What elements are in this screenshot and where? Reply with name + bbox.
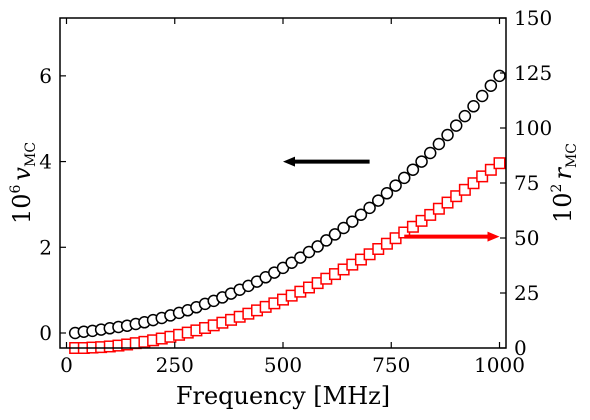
point-s0-32 [346, 215, 359, 228]
point-s0-27 [302, 245, 316, 259]
y-left-tick-label-0: 0 [39, 321, 52, 345]
annotations [283, 156, 500, 242]
x-tick-label-0: 0 [60, 353, 73, 377]
x-tick-label-2: 500 [264, 353, 302, 377]
y-right-tick-label-2: 50 [514, 226, 539, 250]
point-s1-43 [441, 196, 454, 209]
y-right-exp: 2 [549, 184, 565, 193]
y-right-tick-label-6: 150 [514, 6, 552, 30]
plot-marks [68, 69, 506, 354]
point-s0-29 [320, 234, 333, 247]
point-s0-37 [389, 179, 402, 192]
point-s0-48 [484, 79, 498, 92]
point-s1-48 [484, 163, 497, 176]
x-tick-label-4: 1000 [474, 353, 525, 377]
series-1 [69, 157, 506, 354]
x-tick-label-1: 250 [156, 353, 194, 377]
arrow-1 [404, 231, 500, 242]
point-s1-44 [450, 190, 463, 203]
y-axis-right-title: 102 rMC [549, 143, 580, 223]
arrow-head-0 [283, 156, 295, 167]
point-s0-33 [354, 208, 368, 221]
y-right-prefix: 10 [549, 192, 577, 223]
point-s0-35 [372, 194, 385, 207]
arrow-0 [283, 156, 370, 167]
y-right-var: r [549, 167, 577, 180]
point-s1-46 [467, 177, 480, 190]
point-s0-42 [432, 137, 446, 151]
point-s0-36 [380, 187, 394, 200]
point-s0-45 [458, 109, 472, 123]
y-left-tick-label-3: 6 [39, 64, 52, 88]
point-s1-49 [493, 157, 506, 170]
y-left-var: v [8, 167, 36, 181]
x-axis-title: Frequency [MHz] [176, 382, 390, 410]
point-s0-38 [397, 171, 411, 185]
y-left-tick-label-1: 2 [39, 235, 52, 259]
y-right-tick-label-4: 100 [514, 116, 552, 140]
point-s0-47 [475, 89, 489, 103]
series-0 [68, 69, 506, 340]
y-left-exp: 6 [8, 184, 24, 193]
point-s0-40 [415, 155, 428, 168]
point-s1-42 [432, 202, 445, 215]
y-right-tick-label-5: 125 [514, 61, 552, 85]
point-s0-30 [328, 228, 342, 241]
point-s0-34 [363, 201, 376, 215]
point-s0-26 [294, 251, 307, 264]
y-right-tick-label-0: 0 [514, 336, 527, 360]
point-s1-41 [424, 208, 437, 221]
point-s1-47 [476, 170, 489, 183]
arrow-head-1 [487, 231, 500, 242]
y-right-tick-label-1: 25 [514, 281, 539, 305]
x-tick-label-3: 750 [372, 353, 410, 377]
y-left-sub: MC [23, 142, 39, 167]
point-s0-46 [467, 100, 480, 113]
point-s0-39 [406, 163, 420, 176]
y-right-sub: MC [564, 143, 580, 168]
y-axis-left-title: 106 vMC [8, 142, 39, 224]
point-s0-31 [337, 221, 350, 235]
point-s0-28 [311, 240, 324, 253]
y-left-prefix: 10 [8, 193, 36, 224]
point-s0-49 [493, 69, 506, 83]
point-s0-44 [449, 119, 463, 132]
y-right-tick-label-3: 75 [514, 171, 539, 195]
point-s0-41 [423, 146, 437, 160]
point-s0-43 [441, 128, 454, 142]
point-s1-45 [458, 183, 471, 196]
y-left-tick-label-2: 4 [39, 150, 52, 174]
